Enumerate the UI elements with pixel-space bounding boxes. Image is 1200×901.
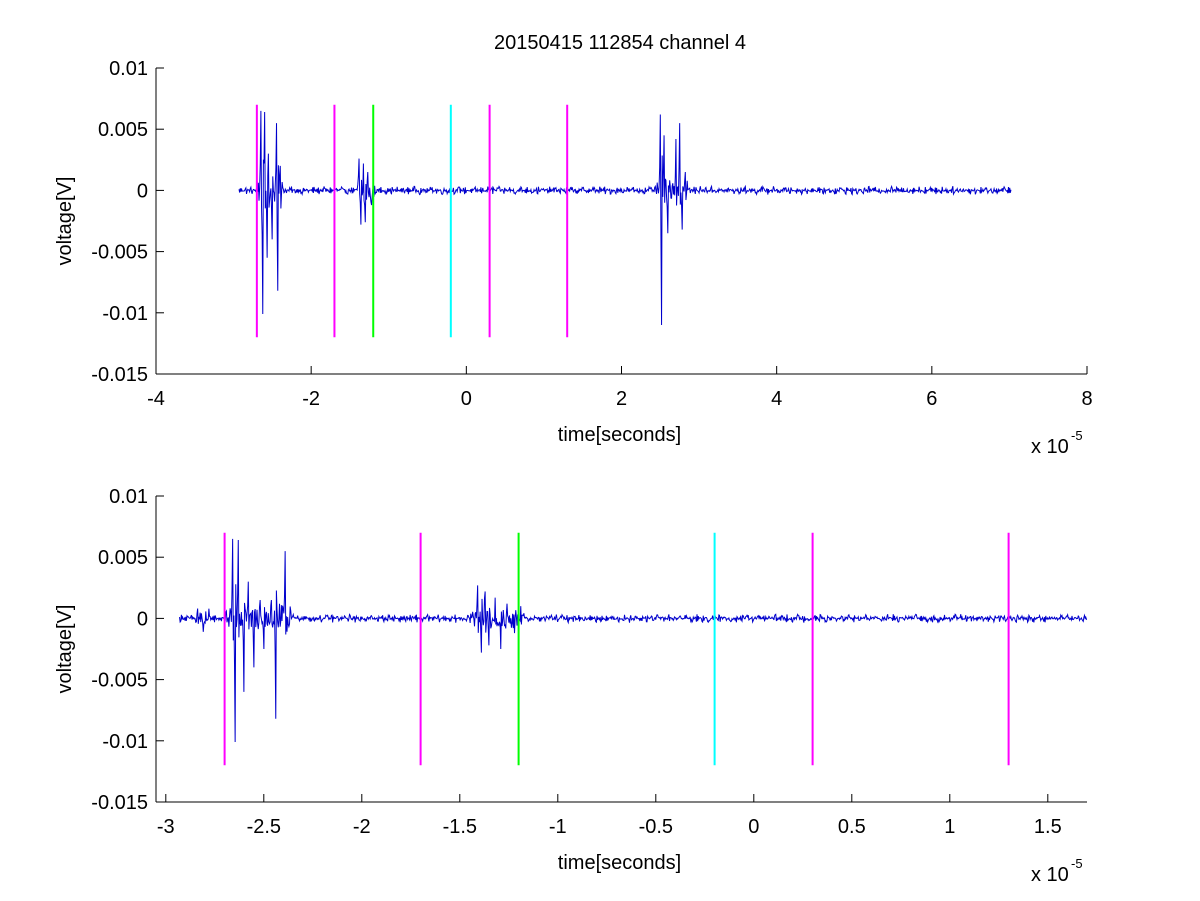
bottom-plot: -3 -2.5 -2 -1.5 -1 -0.5 0 0.5 1 1.5 0.01 0.005 0 -0.0… [54, 486, 1087, 886]
top-x-tick-label: 4 [771, 388, 782, 410]
bottom-x-exponent-base: x 10 [1031, 864, 1069, 886]
top-y-tick-label: 0 [137, 180, 148, 202]
bottom-x-tick-label: -1.5 [443, 816, 477, 838]
top-plot: -4 -2 0 2 4 6 8 0.01 0.005 0 -0.005 -0.01 -0.015 time… [54, 58, 1093, 458]
bottom-x-tick-label: -1 [549, 816, 567, 838]
top-x-axis-label: time[seconds] [558, 424, 681, 446]
top-y-tick-label: 0.005 [98, 119, 148, 141]
top-x-tick-label: 8 [1081, 388, 1092, 410]
top-x-exponent-base: x 10 [1031, 436, 1069, 458]
top-y-tick-label: -0.01 [102, 303, 148, 325]
bottom-x-tick-label: -2.5 [247, 816, 281, 838]
top-y-tick-label: 0.01 [109, 58, 148, 80]
bottom-x-tick-label: 0 [748, 816, 759, 838]
top-y-axis-label: voltage[V] [54, 177, 76, 266]
figure-title: 20150415 112854 channel 4 [494, 32, 746, 54]
bottom-y-tick-label: -0.005 [91, 670, 148, 692]
bottom-x-exponent-power: -5 [1071, 856, 1083, 871]
top-x-tick-label: 6 [926, 388, 937, 410]
top-y-tick-label: -0.015 [91, 364, 148, 386]
top-x-tick-label: -2 [302, 388, 320, 410]
bottom-y-tick-label: -0.015 [91, 792, 148, 814]
bottom-x-tick-label: 1 [944, 816, 955, 838]
bottom-y-tick-label: -0.01 [102, 731, 148, 753]
top-x-exponent-power: -5 [1071, 428, 1083, 443]
bottom-x-tick-label: 1.5 [1034, 816, 1062, 838]
bottom-y-tick-label: 0.01 [109, 486, 148, 508]
bottom-y-axis-label: voltage[V] [54, 605, 76, 694]
bottom-voltage-trace [179, 538, 1087, 743]
bottom-x-tick-label: 0.5 [838, 816, 866, 838]
top-x-tick-label: 2 [616, 388, 627, 410]
top-x-tick-label: 0 [461, 388, 472, 410]
top-x-tick-label: -4 [147, 388, 165, 410]
bottom-x-tick-label: -3 [157, 816, 175, 838]
bottom-x-tick-label: -0.5 [639, 816, 673, 838]
bottom-y-tick-label: 0 [137, 608, 148, 630]
bottom-x-axis-label: time[seconds] [558, 852, 681, 874]
top-voltage-trace [238, 110, 1012, 326]
top-y-tick-label: -0.005 [91, 242, 148, 264]
bottom-x-tick-label: -2 [353, 816, 371, 838]
bottom-y-tick-label: 0.005 [98, 547, 148, 569]
